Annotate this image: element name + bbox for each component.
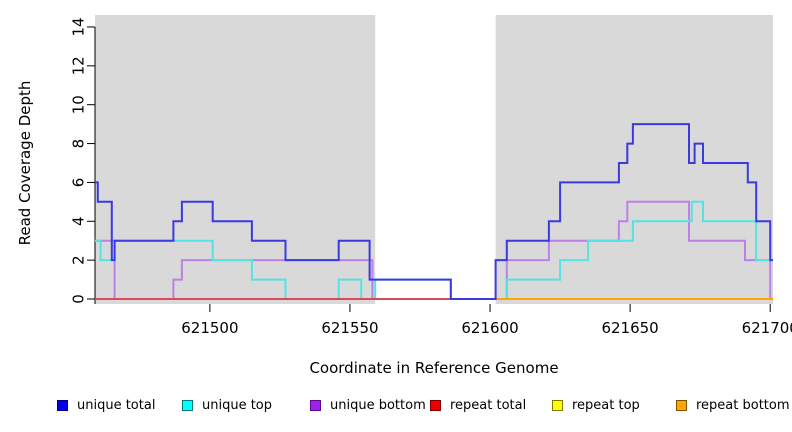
legend-swatch-icon	[182, 399, 193, 411]
y-tick-label: 4	[70, 217, 88, 227]
series-line-unique-total	[95, 123, 773, 300]
legend-label: repeat total	[450, 397, 527, 413]
x-tick-label: 621700	[742, 319, 792, 337]
legend-label: unique total	[77, 397, 156, 413]
shaded-region	[95, 15, 376, 304]
y-axis-title: Read Coverage Depth	[16, 81, 34, 246]
y-tick-label: 2	[70, 255, 88, 265]
x-tick-label: 621500	[181, 319, 238, 337]
x-axis-title: Coordinate in Reference Genome	[309, 359, 558, 377]
legend-swatch-icon	[57, 399, 68, 411]
y-tick-label: 10	[70, 95, 88, 114]
legend-swatch-icon	[676, 399, 687, 411]
legend-swatch-icon	[310, 399, 321, 411]
legend-item-repeat-top: repeat top	[552, 397, 640, 413]
legend-label: unique top	[202, 397, 273, 413]
legend: unique total unique top unique bottom repea…	[0, 397, 792, 415]
legend-item-unique-total: unique total	[57, 397, 155, 413]
shaded-region	[495, 15, 773, 304]
x-tick-label: 621650	[601, 319, 658, 337]
y-tick-label: 8	[70, 139, 88, 149]
axes-layer: 0 2 4 6 8 10 12 14 621500 621550 621600 621650 62170…	[70, 17, 792, 337]
legend-label: repeat bottom	[696, 397, 790, 413]
legend-swatch-icon	[430, 399, 441, 411]
legend-label: repeat top	[572, 397, 640, 413]
y-tick-label: 14	[70, 17, 88, 36]
legend-label: unique bottom	[330, 397, 426, 413]
x-tick-label: 621550	[321, 319, 378, 337]
x-tick-label: 621600	[461, 319, 518, 337]
legend-item-repeat-total: repeat total	[430, 397, 526, 413]
series-lines-layer	[95, 123, 773, 300]
shaded-background-layer	[95, 15, 773, 304]
y-tick-label: 0	[70, 294, 88, 304]
legend-item-unique-top: unique top	[182, 397, 272, 413]
legend-item-repeat-bottom: repeat bottom	[676, 397, 790, 413]
series-line-unique-bottom	[95, 200, 773, 300]
legend-item-unique-bottom: unique bottom	[310, 397, 426, 413]
y-tick-label: 12	[70, 56, 88, 75]
legend-swatch-icon	[552, 399, 563, 411]
y-tick-label: 6	[70, 178, 88, 188]
